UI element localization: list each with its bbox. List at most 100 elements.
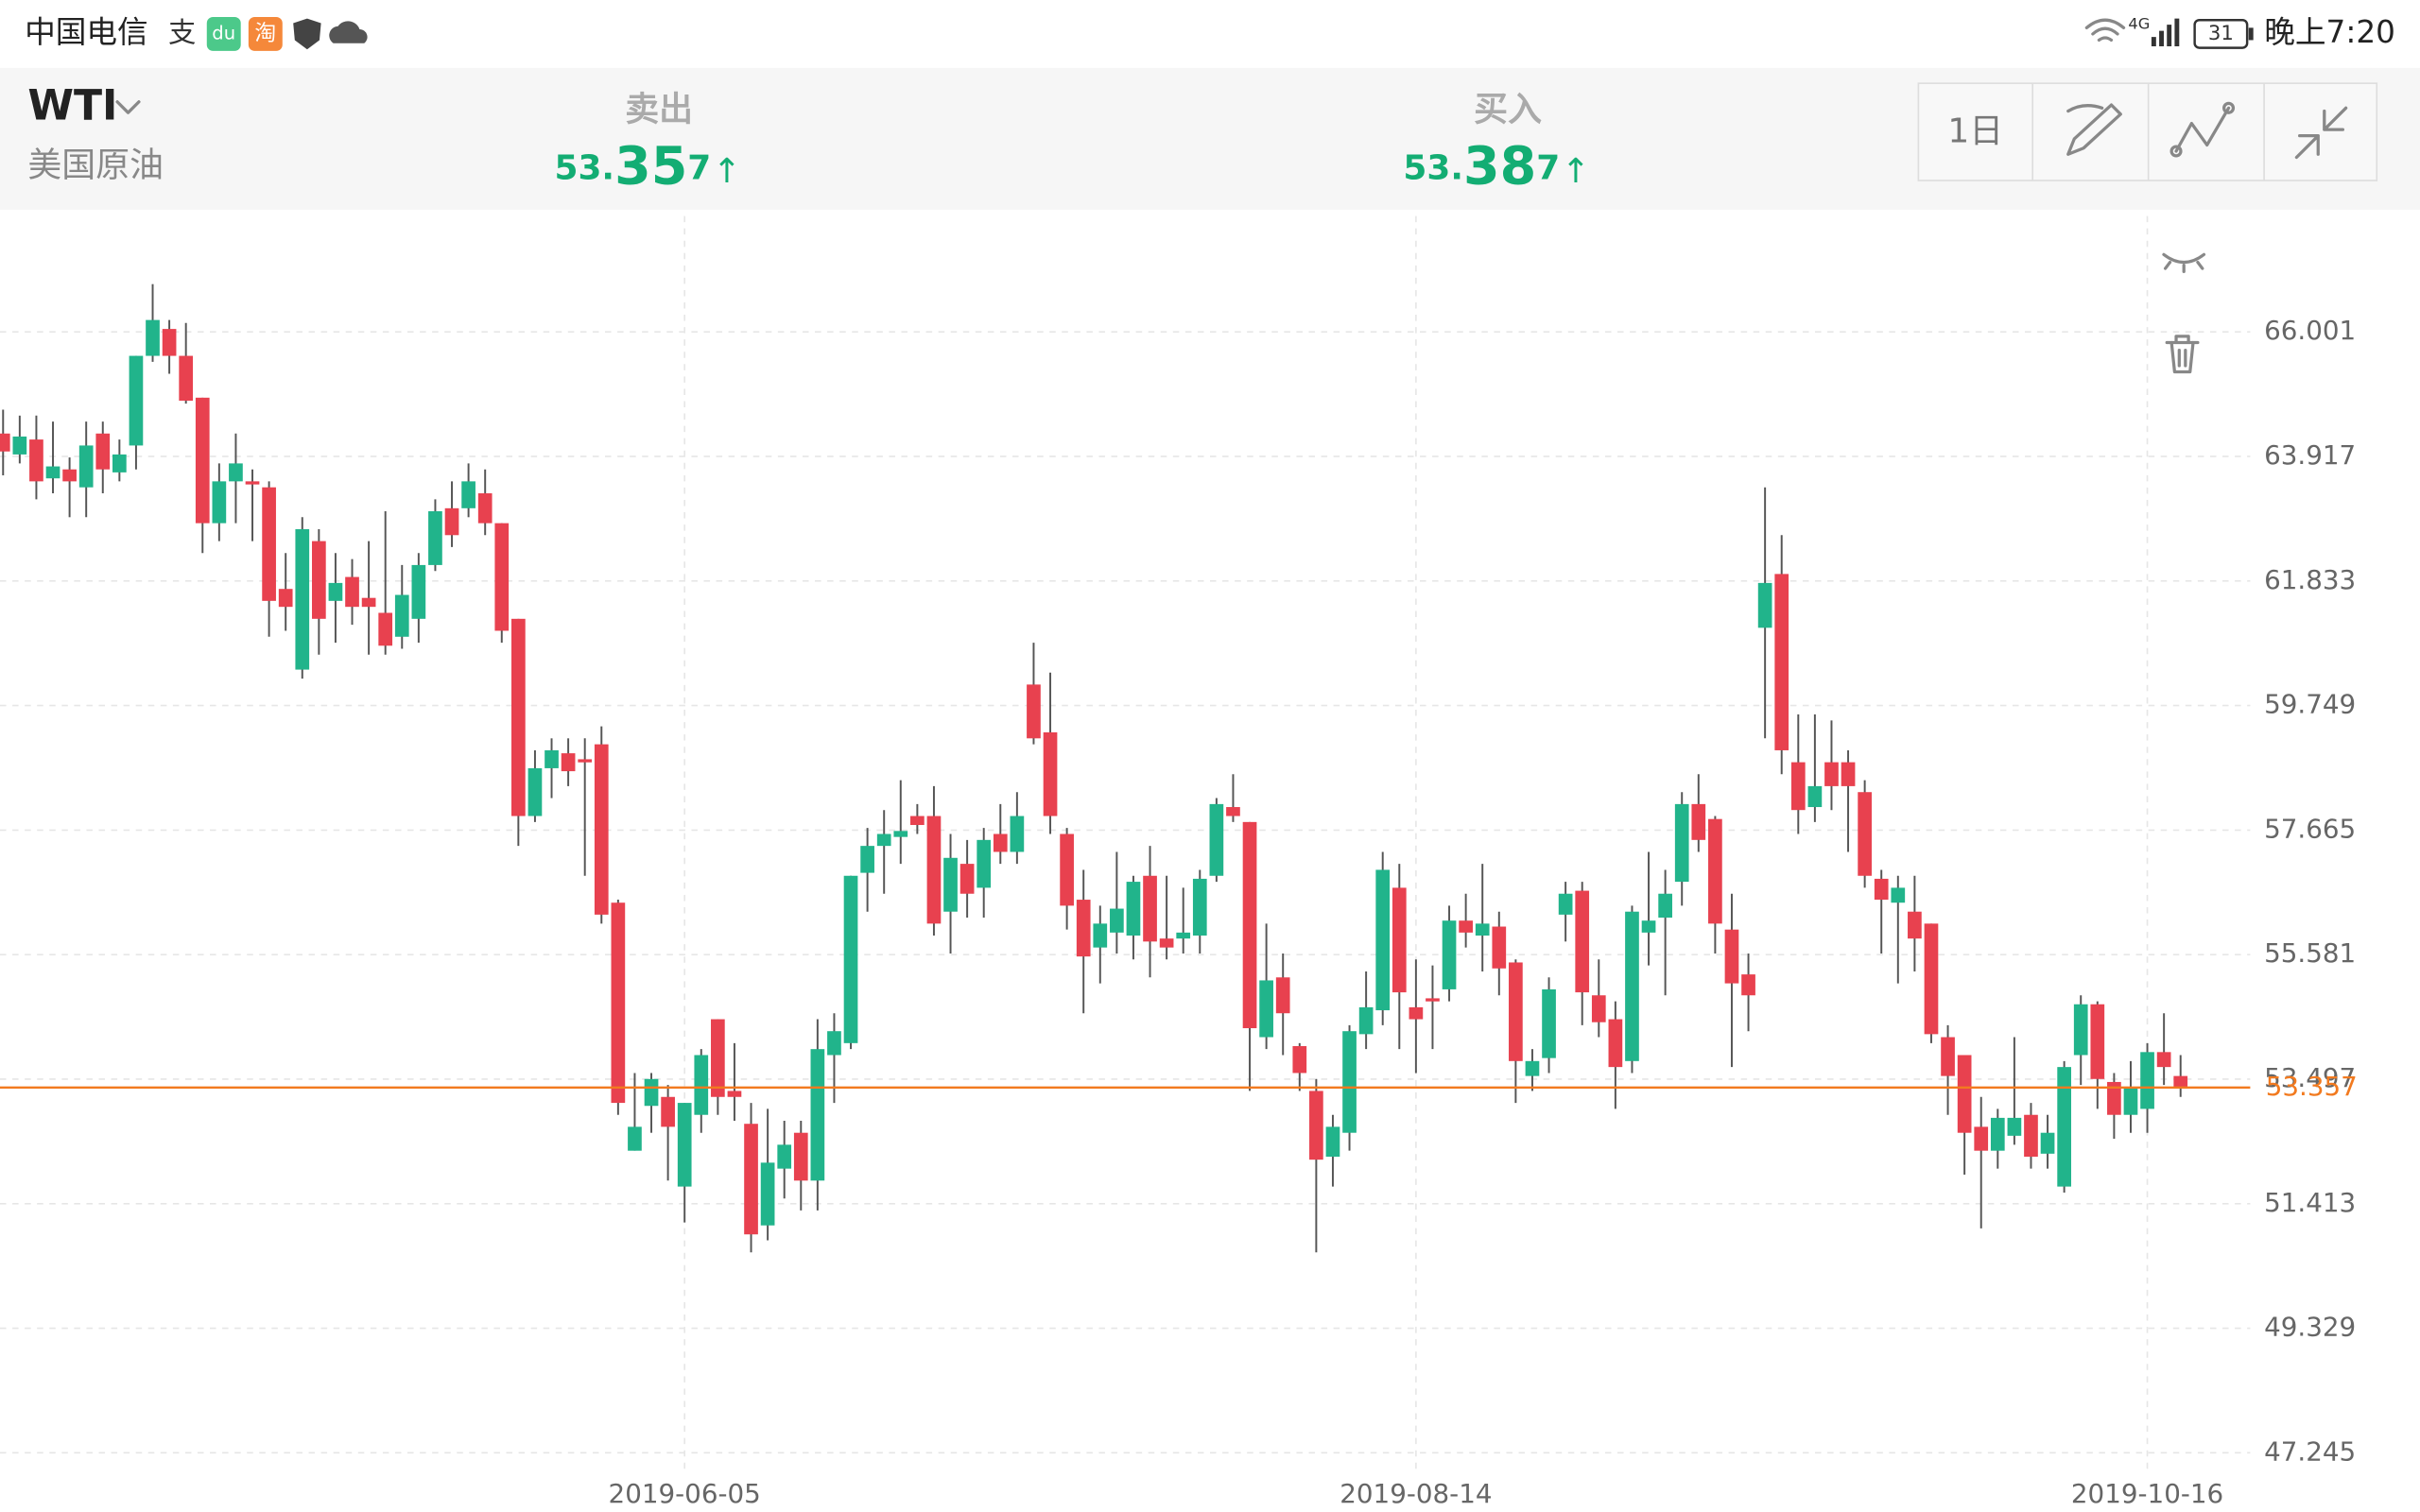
candle-body — [611, 902, 626, 1104]
y-tick-label: 55.581 — [2264, 937, 2356, 969]
dropdown-icon[interactable] — [115, 100, 141, 114]
candle-body — [95, 433, 111, 470]
candle-body — [394, 594, 409, 637]
candle-body — [1824, 762, 1839, 786]
symbol[interactable]: WTI — [27, 81, 117, 129]
status-icon: 支 — [168, 16, 196, 48]
shield-icon — [293, 18, 321, 50]
candle-body — [993, 833, 1008, 852]
candle-body — [1525, 1060, 1540, 1076]
indicator-dot — [2169, 145, 2183, 158]
candle-body — [1093, 923, 1108, 948]
candle-body — [2173, 1075, 2188, 1088]
delete-button[interactable] — [2165, 335, 2200, 374]
collapse-button[interactable] — [2294, 106, 2348, 160]
candle-body — [1641, 920, 1656, 933]
x-tick-label: 2019-06-05 — [609, 1478, 761, 1509]
buy-label: 买入 — [1474, 91, 1542, 129]
candle-body — [594, 744, 609, 915]
candle-body — [1426, 998, 1440, 1002]
candle-body — [461, 481, 475, 508]
candle-body — [1558, 893, 1573, 915]
hide-button[interactable] — [2162, 252, 2206, 273]
candle-body — [1509, 962, 1523, 1061]
candle-body — [2073, 1004, 2088, 1056]
candle-body — [561, 753, 576, 772]
candle-body — [295, 528, 310, 670]
status-icon-bg — [206, 16, 241, 51]
candle-body — [312, 541, 326, 619]
y-tick-label: 53.497 — [2264, 1062, 2356, 1093]
candle-body — [1625, 911, 1639, 1061]
buy-price[interactable]: 53.387 — [1403, 136, 1560, 198]
candle-body — [876, 833, 891, 847]
y-tick-label: 49.329 — [2264, 1312, 2356, 1343]
candle-body — [1708, 818, 1722, 924]
candle-body — [162, 329, 177, 356]
candle-body — [2024, 1114, 2038, 1158]
candle-body — [711, 1019, 725, 1097]
candle-body — [1591, 995, 1606, 1022]
battery-tip — [2248, 27, 2254, 41]
candle-body — [1990, 1117, 2005, 1151]
candle-body — [1807, 785, 1823, 808]
candle-body — [1575, 890, 1590, 993]
candle-body — [727, 1091, 742, 1097]
candle-body — [229, 463, 243, 482]
candle-body — [1126, 882, 1141, 936]
candle-body — [1492, 926, 1507, 969]
candle-body — [195, 397, 210, 524]
y-tick-label: 63.917 — [2264, 439, 2356, 471]
candle-body — [1774, 574, 1789, 750]
candle-body — [378, 612, 393, 646]
carrier: 中国电信 — [25, 14, 148, 50]
candle-body — [1292, 1046, 1307, 1074]
candle-body — [628, 1126, 642, 1151]
candle-body — [1209, 803, 1224, 876]
draw-button[interactable] — [2066, 103, 2122, 156]
indicator-button[interactable] — [2174, 106, 2231, 153]
candle-body — [1159, 938, 1174, 948]
instrument-name: 美国原油 — [27, 146, 164, 184]
candle-body — [661, 1096, 675, 1127]
candle-body — [12, 436, 27, 455]
candle-body — [411, 564, 426, 619]
status-icon: du — [212, 22, 235, 43]
candle-body — [1325, 1126, 1340, 1158]
candle-body — [1941, 1037, 1955, 1076]
candle-body — [959, 864, 975, 894]
y-tick-label: 51.413 — [2264, 1187, 2356, 1218]
candle-body — [1957, 1055, 1972, 1133]
candle-body — [910, 816, 925, 826]
candle-body — [511, 618, 526, 816]
candle-body — [744, 1124, 758, 1235]
candle-body — [1242, 821, 1257, 1029]
candle-body — [1874, 878, 1889, 901]
candle-body — [977, 839, 992, 888]
y-tick-label: 47.245 — [2264, 1435, 2356, 1467]
status-icon: 淘 — [254, 21, 276, 45]
candle-body — [494, 523, 510, 631]
candle-body — [1542, 988, 1556, 1058]
candle-body — [129, 355, 144, 446]
candle-body — [1908, 911, 1922, 939]
indicator-dot — [2222, 101, 2236, 114]
candle-body — [1858, 792, 1872, 876]
candle-body — [860, 846, 874, 873]
signal-icon — [2151, 18, 2180, 46]
clock: 晚上7:20 — [2264, 14, 2395, 50]
candle-body — [677, 1103, 692, 1187]
candle-body — [2156, 1052, 2171, 1068]
period-button[interactable]: 1日 — [1947, 112, 2003, 150]
sell-price[interactable]: 53.357 — [554, 136, 711, 198]
candle-body — [477, 493, 493, 524]
candle-body — [827, 1031, 841, 1056]
candle-body — [843, 875, 858, 1043]
candle-body — [1442, 920, 1457, 989]
candle-body — [62, 469, 77, 482]
candle-body — [0, 433, 10, 452]
y-tick-label: 66.001 — [2264, 315, 2356, 346]
candle-body — [1076, 900, 1091, 957]
candle-body — [2007, 1117, 2022, 1136]
